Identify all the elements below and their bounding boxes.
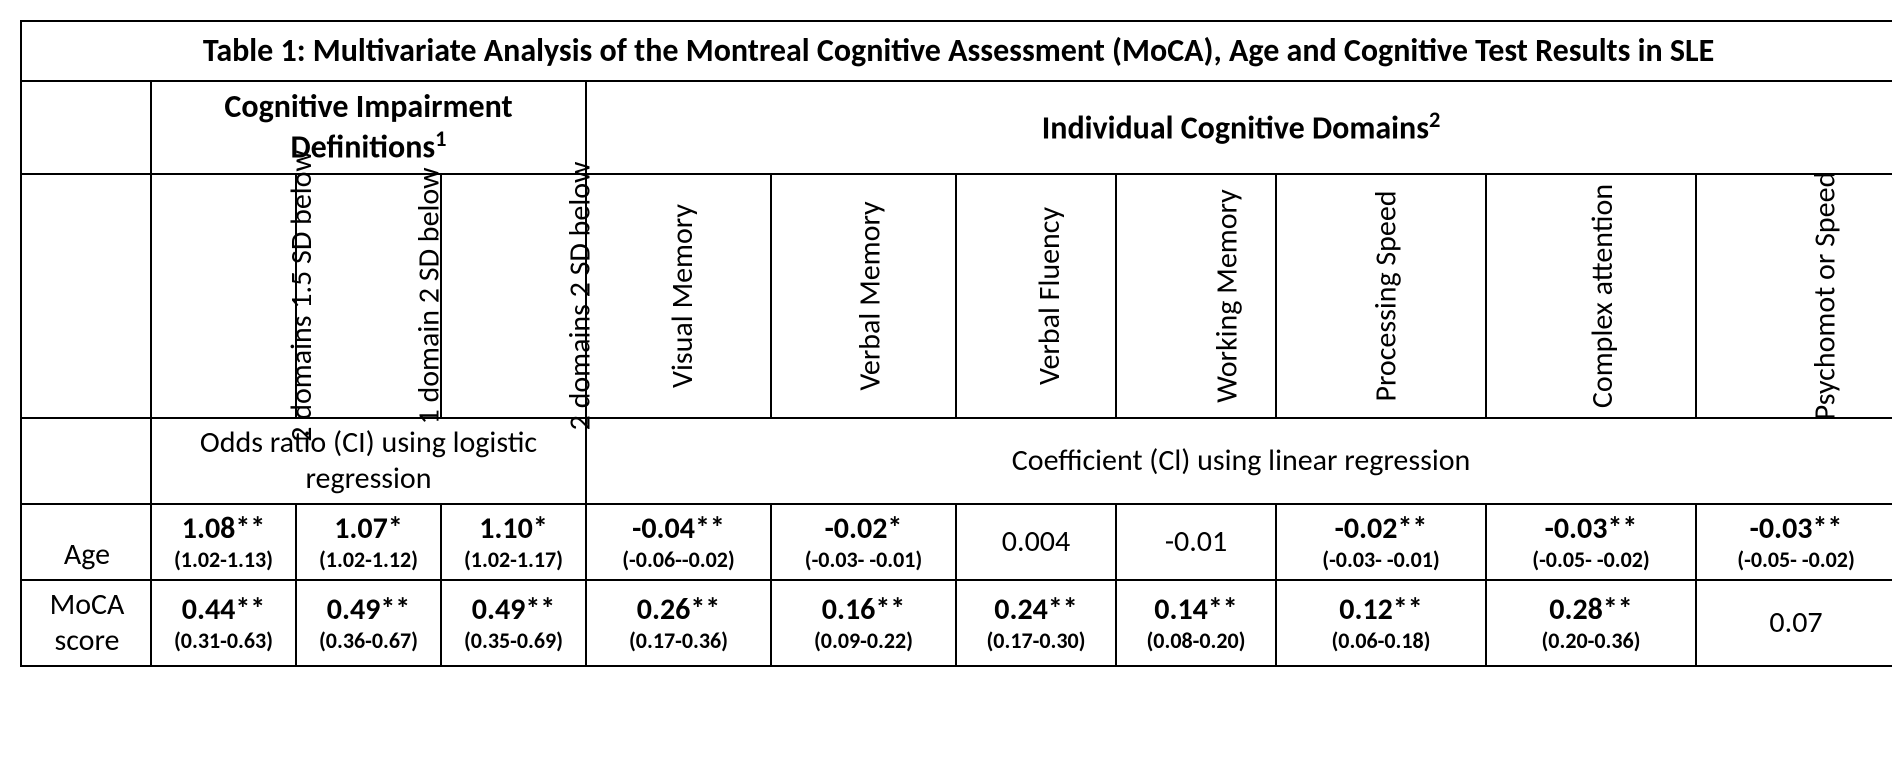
- col-header-label: Visual Memory: [665, 204, 701, 388]
- row-label: MoCA score: [21, 580, 151, 666]
- col-header: Visual Memory: [586, 174, 771, 418]
- col-header: Working Memory: [1116, 174, 1276, 418]
- col-header-label: Working Memory: [1210, 189, 1246, 402]
- col-header-label: Complex attention: [1585, 184, 1621, 408]
- method-left: Odds ratio (CI) using logistic regressio…: [151, 418, 586, 504]
- cell-ci: (0.17-0.30): [961, 628, 1111, 654]
- cell-value: 0.49**: [301, 592, 436, 628]
- col-header: Complex attention: [1486, 174, 1696, 418]
- cell-value: -0.01: [1165, 523, 1227, 560]
- data-cell: -0.02*(-0.03- -0.01): [771, 504, 956, 580]
- cell-value: 0.004: [1002, 523, 1070, 560]
- table-row: MoCA score 0.44**(0.31-0.63) 0.49**(0.36…: [21, 580, 1892, 666]
- data-cell: 0.26**(0.17-0.36): [586, 580, 771, 666]
- col-header-label: Processing Speed: [1369, 190, 1405, 401]
- row-label: Age: [21, 504, 151, 580]
- blank-cell: [21, 81, 151, 173]
- table-title-row: Table 1: Multivariate Analysis of the Mo…: [21, 21, 1892, 81]
- cell-value: 0.07: [1769, 604, 1822, 641]
- data-cell: 0.16**(0.09-0.22): [771, 580, 956, 666]
- cell-value: -0.02*: [776, 511, 951, 547]
- vertical-header-row: 2 domains 1.5 SD below 1 domain 2 SD bel…: [21, 174, 1892, 418]
- col-header: Psychomot or Speed: [1696, 174, 1892, 418]
- data-cell: 0.28**(0.20-0.36): [1486, 580, 1696, 666]
- col-header: Verbal Memory: [771, 174, 956, 418]
- moca-analysis-table: Table 1: Multivariate Analysis of the Mo…: [20, 20, 1892, 667]
- data-cell: 0.44**(0.31-0.63): [151, 580, 296, 666]
- data-cell: 1.08**(1.02-1.13): [151, 504, 296, 580]
- data-cell: 1.07*(1.02-1.12): [296, 504, 441, 580]
- cell-ci: (0.20-0.36): [1491, 628, 1691, 654]
- impairment-superscript: 1: [435, 126, 446, 153]
- cell-value: -0.03**: [1701, 511, 1891, 547]
- data-cell: -0.03**(-0.05- -0.02): [1486, 504, 1696, 580]
- data-cell: -0.02**(-0.03- -0.01): [1276, 504, 1486, 580]
- domains-superscript: 2: [1429, 107, 1440, 134]
- cell-ci: (0.36-0.67): [301, 628, 436, 654]
- data-cell: 0.07: [1696, 580, 1892, 666]
- col-header: 2 domains 2 SD below: [441, 174, 586, 418]
- cell-ci: (-0.03- -0.01): [1281, 547, 1481, 573]
- col-header: 1 domain 2 SD below: [296, 174, 441, 418]
- data-cell: -0.04**(-0.06--0.02): [586, 504, 771, 580]
- cell-ci: (-0.05- -0.02): [1491, 547, 1691, 573]
- cell-ci: (0.09-0.22): [776, 628, 951, 654]
- cell-value: 0.14**: [1121, 592, 1271, 628]
- data-cell: 0.24**(0.17-0.30): [956, 580, 1116, 666]
- cell-ci: (0.31-0.63): [156, 628, 291, 654]
- table-title: Table 1: Multivariate Analysis of the Mo…: [21, 21, 1892, 81]
- data-cell: 0.004: [956, 504, 1116, 580]
- cell-value: -0.03**: [1491, 511, 1691, 547]
- cell-ci: (1.02-1.17): [446, 547, 581, 573]
- cell-value: -0.04**: [591, 511, 766, 547]
- cell-ci: (1.02-1.13): [156, 547, 291, 573]
- col-header-label: Verbal Fluency: [1032, 207, 1068, 385]
- data-cell: 0.12**(0.06-0.18): [1276, 580, 1486, 666]
- cell-value: 0.44**: [156, 592, 291, 628]
- cell-ci: (0.35-0.69): [446, 628, 581, 654]
- cell-value: 0.26**: [591, 592, 766, 628]
- domains-label: Individual Cognitive Domains: [1042, 108, 1429, 147]
- impairment-label: Cognitive Impairment Definitions: [224, 87, 512, 166]
- data-cell: -0.01: [1116, 504, 1276, 580]
- cell-value: 1.08**: [156, 511, 291, 547]
- cell-value: 0.49**: [446, 592, 581, 628]
- cell-value: -0.02**: [1281, 511, 1481, 547]
- data-cell: 0.49**(0.35-0.69): [441, 580, 586, 666]
- domains-group-header: Individual Cognitive Domains2: [586, 81, 1892, 173]
- data-cell: -0.03**(-0.05- -0.02): [1696, 504, 1892, 580]
- data-cell: 0.14**(0.08-0.20): [1116, 580, 1276, 666]
- blank-cell: [21, 174, 151, 418]
- method-right: Coefficient (Cl) using linear regression: [586, 418, 1892, 504]
- cell-ci: (0.17-0.36): [591, 628, 766, 654]
- cell-ci: (1.02-1.12): [301, 547, 436, 573]
- cell-ci: (-0.06--0.02): [591, 547, 766, 573]
- cell-value: 0.28**: [1491, 592, 1691, 628]
- blank-cell: [21, 418, 151, 504]
- cell-value: 1.07*: [301, 511, 436, 547]
- cell-value: 0.12**: [1281, 592, 1481, 628]
- cell-ci: (0.06-0.18): [1281, 628, 1481, 654]
- data-cell: 0.49**(0.36-0.67): [296, 580, 441, 666]
- cell-ci: (-0.05- -0.02): [1701, 547, 1891, 573]
- data-cell: 1.10*(1.02-1.17): [441, 504, 586, 580]
- impairment-group-header: Cognitive Impairment Definitions1: [151, 81, 586, 173]
- col-header-label: Psychomot or Speed: [1807, 172, 1843, 421]
- cell-value: 1.10*: [446, 511, 581, 547]
- col-header: 2 domains 1.5 SD below: [151, 174, 296, 418]
- col-header: Verbal Fluency: [956, 174, 1116, 418]
- col-header: Processing Speed: [1276, 174, 1486, 418]
- cell-value: 0.16**: [776, 592, 951, 628]
- cell-value: 0.24**: [961, 592, 1111, 628]
- cell-ci: (0.08-0.20): [1121, 628, 1271, 654]
- col-header-label: Verbal Memory: [853, 201, 889, 390]
- table-row: Age 1.08**(1.02-1.13) 1.07*(1.02-1.12) 1…: [21, 504, 1892, 580]
- cell-ci: (-0.03- -0.01): [776, 547, 951, 573]
